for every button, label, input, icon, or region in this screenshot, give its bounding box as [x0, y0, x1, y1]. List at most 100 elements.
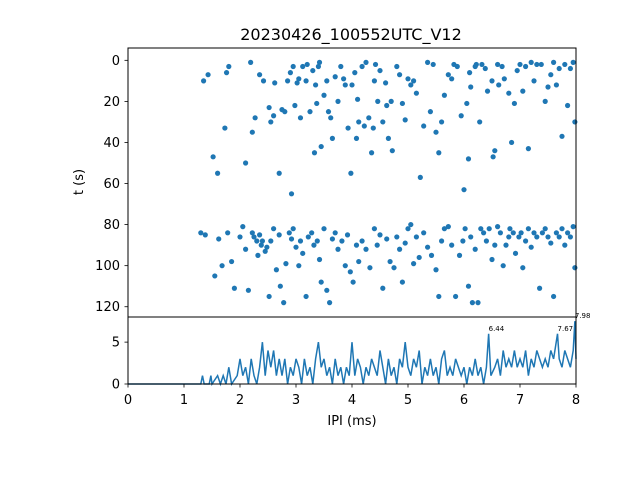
scatter-point [483, 238, 489, 244]
scatter-point [567, 65, 574, 72]
scatter-y-tick-label: 0 [112, 54, 120, 69]
histogram-x-tick-label: 4 [348, 393, 356, 408]
scatter-point [492, 242, 498, 248]
histogram-x-tick-label: 6 [460, 393, 468, 408]
histogram-axes-group: 0 1 2 3 4 5 6 7 8 0 5 [112, 336, 580, 408]
scatter-point [255, 252, 261, 258]
scatter-point [297, 238, 304, 244]
scatter-point [219, 263, 225, 269]
scatter-point [348, 170, 354, 176]
scatter-point [271, 226, 277, 232]
peak-annotations-group: 6.44 7.677.98 [489, 312, 591, 333]
scatter-point [338, 63, 344, 70]
scatter-point [486, 226, 492, 232]
scatter-point [257, 72, 263, 78]
histogram-x-tick-label: 5 [404, 393, 412, 408]
scatter-point [324, 78, 330, 84]
scatter-point [542, 98, 548, 104]
histogram-line [128, 321, 577, 387]
peak-annotation: 7.67 [558, 325, 574, 333]
scatter-point [324, 287, 330, 293]
scatter-point [296, 263, 302, 269]
scatter-point [425, 244, 431, 250]
scatter-point [243, 160, 249, 166]
scatter-point [405, 76, 411, 82]
scatter-point [249, 230, 255, 236]
scatter-point [391, 265, 397, 271]
scatter-point [545, 84, 551, 90]
scatter-point [496, 82, 502, 88]
scatter-point [316, 59, 323, 65]
histogram-x-tick-label: 8 [572, 393, 580, 408]
scatter-point [303, 293, 309, 300]
scatter-point [353, 135, 360, 141]
scatter-point [482, 65, 488, 72]
scatter-point [342, 82, 348, 88]
scatter-point [559, 133, 565, 139]
scatter-point [510, 230, 516, 236]
scatter-point [283, 261, 289, 267]
scatter-point [352, 70, 358, 76]
scatter-point [539, 230, 546, 236]
scatter-point [551, 293, 557, 300]
scatter-point [468, 234, 474, 240]
scatter-point [202, 232, 208, 238]
scatter-point [375, 98, 381, 104]
scatter-point [309, 230, 315, 236]
scatter-point [276, 170, 282, 176]
scatter-point [198, 230, 204, 236]
scatter-point [245, 287, 251, 293]
scatter-point [288, 191, 295, 197]
scatter-point [377, 232, 383, 238]
scatter-point [257, 232, 263, 238]
scatter-point [499, 63, 505, 70]
scatter-point [534, 61, 540, 68]
scatter-point [328, 115, 334, 121]
histogram-x-tick-label: 2 [236, 393, 244, 408]
scatter-point [473, 61, 479, 68]
histogram-x-tick-label: 0 [124, 393, 132, 408]
scatter-point [413, 234, 419, 240]
scatter-point [321, 226, 327, 232]
scatter-point [314, 100, 320, 107]
scatter-point [372, 61, 379, 68]
scatter-point [258, 242, 264, 248]
scatter-point [222, 125, 228, 131]
scatter-point [545, 234, 551, 240]
scatter-point [425, 59, 431, 65]
scatter-point [371, 226, 377, 232]
scatter-point [271, 113, 277, 119]
scatter-point [399, 100, 405, 107]
scatter-point [531, 230, 537, 236]
scatter-point [439, 119, 445, 125]
scatter-point [374, 242, 380, 248]
scatter-point [523, 238, 529, 244]
scatter-point [296, 76, 302, 82]
scatter-point [342, 263, 348, 269]
histogram-plot-frame [127, 316, 577, 385]
scatter-point [449, 76, 455, 82]
scatter-point [249, 129, 255, 135]
scatter-point [556, 234, 562, 240]
scatter-point [366, 115, 372, 121]
scatter-point [408, 221, 414, 228]
scatter-point [254, 238, 260, 244]
scatter-point [478, 226, 484, 232]
scatter-point [570, 59, 576, 65]
scatter-point [310, 67, 316, 74]
scatter-point [456, 252, 463, 258]
scatter-point [268, 119, 274, 125]
scatter-point [397, 246, 403, 252]
scatter-point [472, 246, 478, 252]
scatter-point [252, 115, 258, 121]
scatter-point [399, 279, 405, 285]
scatter-point [327, 300, 333, 306]
scatter-point [520, 265, 526, 271]
scatter-point [479, 61, 485, 68]
scatter-point [318, 143, 324, 150]
scatter-point [356, 119, 362, 125]
scatter-point [469, 300, 475, 306]
scatter-point [325, 109, 332, 115]
scatter-point [411, 78, 417, 84]
